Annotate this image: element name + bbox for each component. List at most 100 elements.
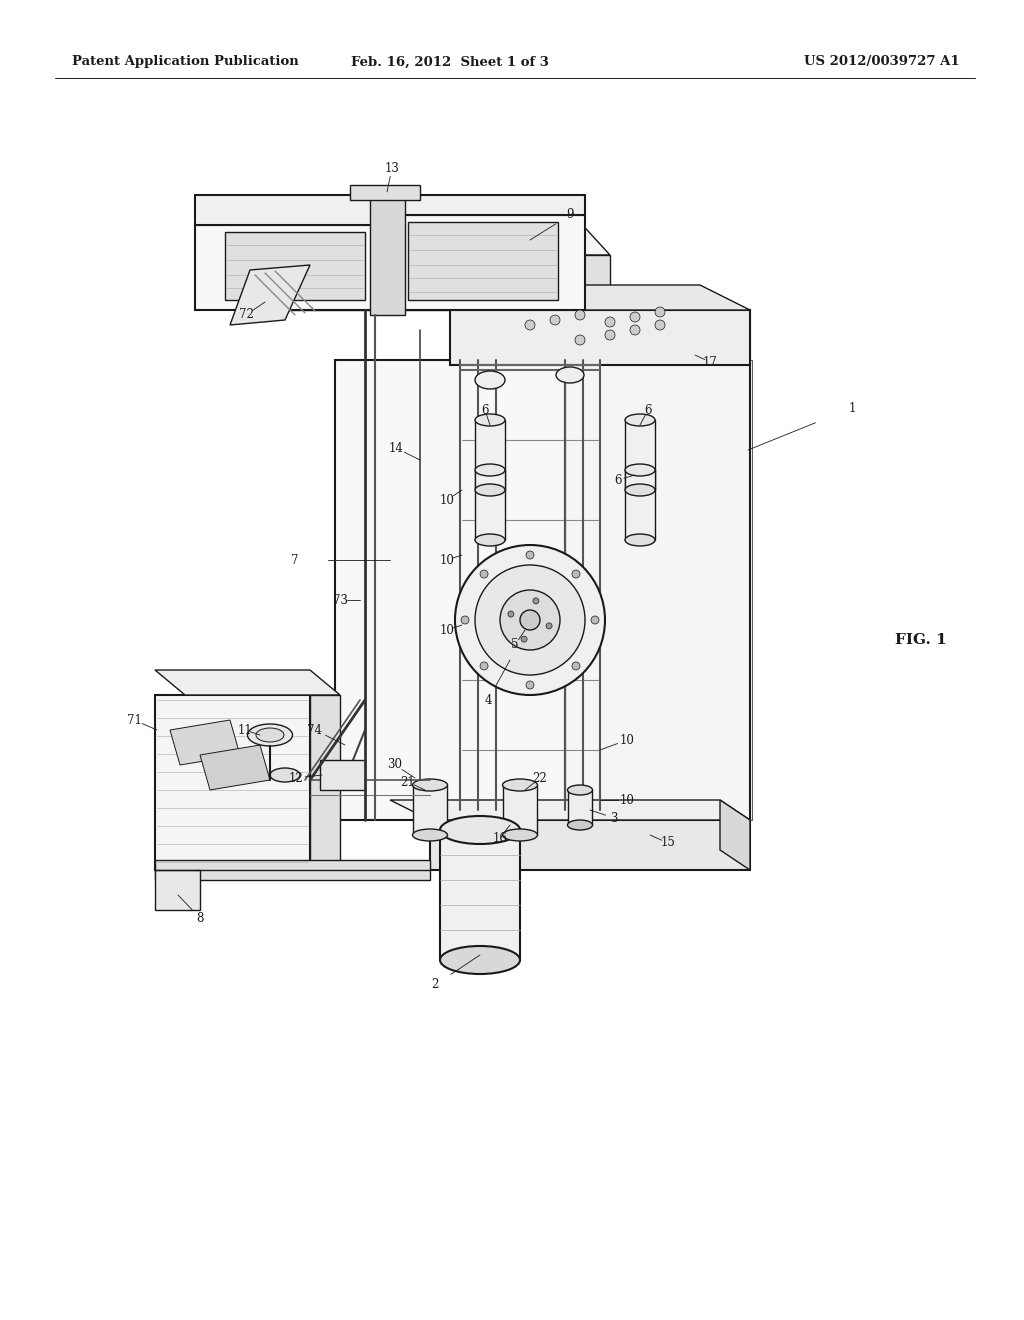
Polygon shape (380, 195, 585, 215)
Polygon shape (555, 360, 565, 820)
Text: 14: 14 (388, 441, 403, 454)
Polygon shape (652, 360, 662, 820)
Text: 16: 16 (493, 832, 508, 845)
Ellipse shape (475, 535, 505, 546)
Polygon shape (688, 360, 698, 820)
Polygon shape (475, 420, 505, 540)
Polygon shape (170, 719, 240, 766)
Ellipse shape (625, 535, 655, 546)
Polygon shape (483, 360, 493, 820)
Circle shape (605, 317, 615, 327)
Text: 4: 4 (484, 693, 492, 706)
Circle shape (455, 545, 605, 696)
Polygon shape (537, 360, 547, 820)
Circle shape (526, 550, 534, 558)
Text: 10: 10 (439, 553, 455, 566)
Circle shape (508, 611, 514, 616)
Polygon shape (350, 185, 420, 201)
Text: 21: 21 (400, 776, 416, 788)
Circle shape (630, 312, 640, 322)
Text: 10: 10 (439, 623, 455, 636)
Text: 9: 9 (566, 209, 573, 222)
Circle shape (480, 570, 488, 578)
Text: 10: 10 (620, 734, 635, 747)
Ellipse shape (413, 829, 447, 841)
Polygon shape (155, 870, 200, 909)
Text: 10: 10 (439, 494, 455, 507)
Text: 22: 22 (532, 771, 548, 784)
Circle shape (605, 330, 615, 341)
Circle shape (521, 636, 527, 642)
Ellipse shape (503, 829, 538, 841)
Polygon shape (465, 360, 475, 820)
Polygon shape (225, 232, 365, 300)
Circle shape (461, 616, 469, 624)
Circle shape (550, 315, 560, 325)
Polygon shape (440, 830, 520, 960)
Polygon shape (724, 360, 734, 820)
Circle shape (525, 319, 535, 330)
Polygon shape (155, 861, 430, 880)
Polygon shape (245, 195, 610, 255)
Ellipse shape (440, 946, 520, 974)
Polygon shape (230, 265, 310, 325)
Text: 30: 30 (387, 759, 402, 771)
Polygon shape (370, 195, 406, 315)
Text: Feb. 16, 2012  Sheet 1 of 3: Feb. 16, 2012 Sheet 1 of 3 (351, 55, 549, 69)
Polygon shape (413, 785, 447, 836)
Ellipse shape (413, 779, 447, 791)
Text: 10: 10 (620, 793, 635, 807)
Polygon shape (720, 800, 750, 870)
Text: 3: 3 (610, 812, 617, 825)
Polygon shape (319, 760, 365, 789)
Polygon shape (580, 360, 590, 820)
Ellipse shape (475, 484, 505, 496)
Ellipse shape (270, 768, 300, 781)
Text: 74: 74 (307, 723, 323, 737)
Ellipse shape (625, 465, 655, 477)
Ellipse shape (625, 484, 655, 496)
Polygon shape (195, 224, 400, 310)
Polygon shape (335, 360, 565, 820)
Polygon shape (245, 255, 555, 310)
Polygon shape (155, 696, 310, 870)
Polygon shape (670, 360, 680, 820)
Text: 71: 71 (127, 714, 141, 726)
Polygon shape (155, 671, 340, 696)
Ellipse shape (567, 785, 593, 795)
Circle shape (546, 623, 552, 628)
Text: 13: 13 (385, 161, 399, 174)
Polygon shape (390, 800, 750, 820)
Circle shape (575, 310, 585, 319)
Ellipse shape (475, 414, 505, 426)
Ellipse shape (475, 371, 505, 389)
Circle shape (655, 308, 665, 317)
Ellipse shape (556, 367, 584, 383)
Polygon shape (503, 785, 537, 836)
Circle shape (475, 565, 585, 675)
Polygon shape (390, 285, 750, 310)
Polygon shape (380, 215, 585, 310)
Ellipse shape (503, 779, 538, 791)
Polygon shape (616, 360, 626, 820)
Text: 7: 7 (291, 553, 299, 566)
Polygon shape (501, 360, 511, 820)
Circle shape (575, 335, 585, 345)
Circle shape (532, 598, 539, 603)
Ellipse shape (256, 729, 284, 742)
Polygon shape (742, 360, 752, 820)
Polygon shape (634, 360, 644, 820)
Text: 15: 15 (660, 837, 676, 850)
Circle shape (655, 319, 665, 330)
Polygon shape (195, 195, 400, 224)
Polygon shape (706, 360, 716, 820)
Polygon shape (475, 470, 505, 490)
Text: 72: 72 (239, 309, 253, 322)
Polygon shape (565, 310, 750, 820)
Ellipse shape (625, 414, 655, 426)
Text: 1: 1 (848, 401, 856, 414)
Text: 11: 11 (238, 723, 252, 737)
Circle shape (480, 661, 488, 671)
Text: 73: 73 (333, 594, 347, 606)
Ellipse shape (567, 820, 593, 830)
